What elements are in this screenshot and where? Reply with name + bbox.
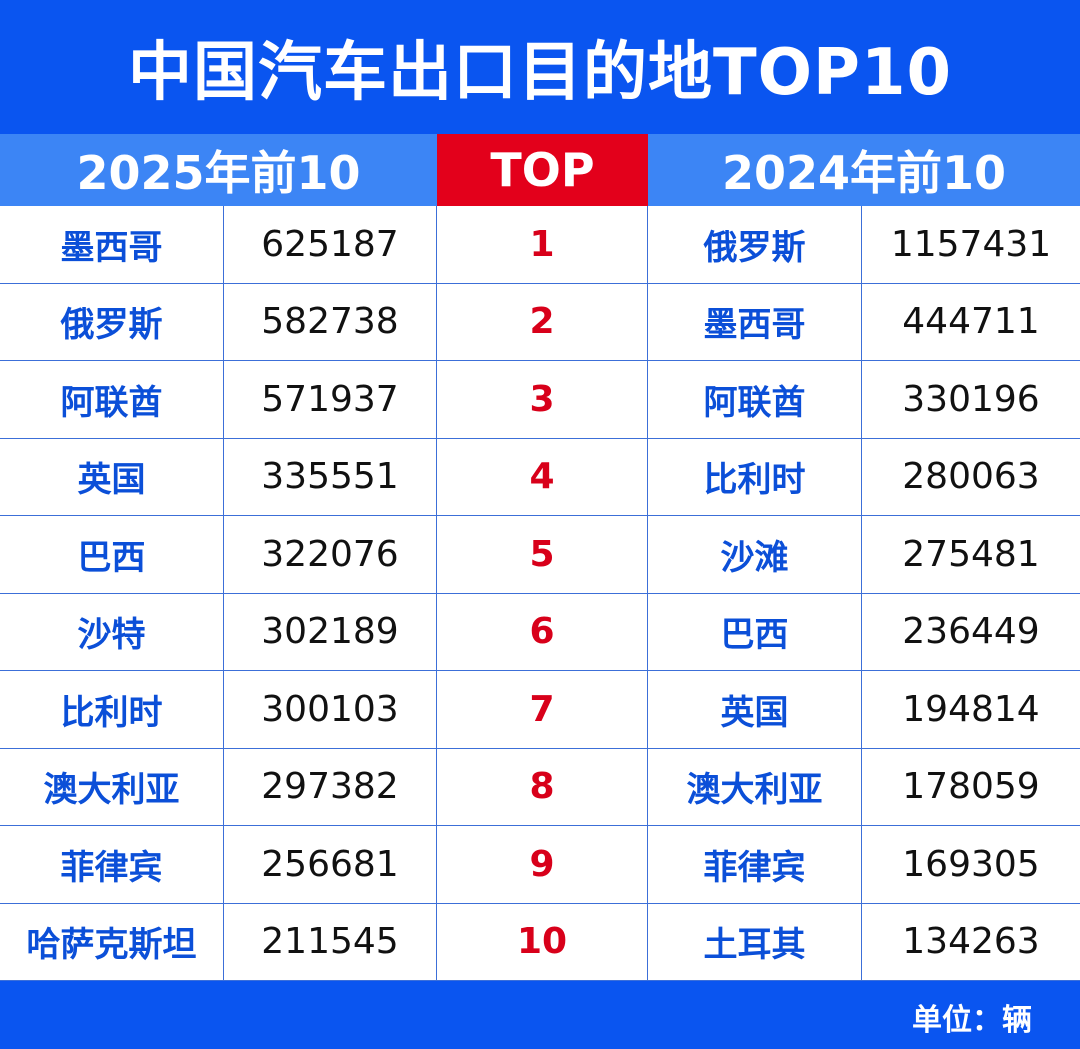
value-2025-cell: 582738 <box>224 283 437 360</box>
country-2024-cell: 菲律宾 <box>648 826 862 903</box>
country-2024-cell: 沙滩 <box>648 516 862 593</box>
value-2024-cell: 1157431 <box>890 223 1052 265</box>
country-2024-cell: 比利时 <box>648 438 862 515</box>
value-2024-cell: 444711 <box>902 301 1040 343</box>
value-2025-cell: 302189 <box>224 593 437 670</box>
value-2025-cell: 335551 <box>224 438 437 515</box>
value-2024-cell: 275481 <box>902 533 1040 575</box>
table-row: 比利时 300103 7 英国 194814 <box>0 671 1080 749</box>
country-2025-cell: 比利时 <box>0 671 224 748</box>
rank-cell: 8 <box>437 748 648 825</box>
table-row: 哈萨克斯坦 211545 10 土耳其 134263 <box>0 903 1080 981</box>
country-2025-cell: 澳大利亚 <box>0 748 224 825</box>
table-row: 英国 335551 4 比利时 280063 <box>0 438 1080 516</box>
value-2025-cell: 211545 <box>224 903 437 980</box>
rank-cell: 5 <box>437 516 648 593</box>
value-2025-cell: 297382 <box>224 748 437 825</box>
value-2024-cell: 134263 <box>902 921 1040 963</box>
header-2024: 2024年前10 <box>721 146 1007 200</box>
table-row: 沙特 302189 6 巴西 236449 <box>0 593 1080 671</box>
country-2024-cell: 阿联酋 <box>648 361 862 438</box>
country-2025-cell: 阿联酋 <box>0 361 224 438</box>
country-2024-cell: 俄罗斯 <box>648 206 862 283</box>
value-2024-cell: 236449 <box>902 611 1040 653</box>
country-2024-cell: 英国 <box>648 671 862 748</box>
rank-cell: 6 <box>437 593 648 670</box>
value-2024-cell: 194814 <box>902 688 1040 730</box>
value-2025-cell: 625187 <box>224 206 437 283</box>
header-2025: 2025年前10 <box>76 146 361 200</box>
country-2025-cell: 哈萨克斯坦 <box>0 903 224 980</box>
footer: 单位：辆 <box>0 981 1080 1049</box>
value-2024-cell: 280063 <box>902 456 1040 498</box>
table-row: 阿联酋 571937 3 阿联酋 330196 <box>0 361 1080 439</box>
country-2025-cell: 俄罗斯 <box>0 283 224 360</box>
table-row: 墨西哥 625187 1 俄罗斯 1157431 <box>0 206 1080 284</box>
table-row: 巴西 322076 5 沙滩 275481 <box>0 516 1080 594</box>
value-2025-cell: 256681 <box>224 826 437 903</box>
unit-label: 单位：辆 <box>912 1003 1032 1038</box>
rank-cell: 4 <box>437 438 648 515</box>
page-title: 中国汽车出口目的地TOP10 <box>127 36 953 110</box>
country-2024-cell: 巴西 <box>648 593 862 670</box>
country-2025-cell: 巴西 <box>0 516 224 593</box>
rank-cell: 7 <box>437 671 648 748</box>
value-2024-cell: 169305 <box>902 843 1040 885</box>
table-row: 俄罗斯 582738 2 墨西哥 444711 <box>0 283 1080 361</box>
value-2025-cell: 571937 <box>224 361 437 438</box>
country-2025-cell: 沙特 <box>0 593 224 670</box>
rank-cell: 1 <box>437 206 648 283</box>
value-2024-cell: 178059 <box>902 766 1040 808</box>
country-2025-cell: 菲律宾 <box>0 826 224 903</box>
country-2024-cell: 澳大利亚 <box>648 748 862 825</box>
country-2024-cell: 土耳其 <box>648 903 862 980</box>
rank-cell: 10 <box>437 903 648 980</box>
value-2024-cell: 330196 <box>902 378 1040 420</box>
table-row: 菲律宾 256681 9 菲律宾 169305 <box>0 826 1080 904</box>
country-2025-cell: 英国 <box>0 438 224 515</box>
value-2025-cell: 322076 <box>224 516 437 593</box>
rank-cell: 3 <box>437 361 648 438</box>
header-top: TOP <box>437 134 648 206</box>
rank-cell: 2 <box>437 283 648 360</box>
rank-cell: 9 <box>437 826 648 903</box>
ranking-table: 墨西哥 625187 1 俄罗斯 1157431 俄罗斯 582738 2 墨西哥 444711 阿… <box>0 206 1080 981</box>
value-2025-cell: 300103 <box>224 671 437 748</box>
table-row: 澳大利亚 297382 8 澳大利亚 178059 <box>0 748 1080 826</box>
table-header: 2025年前10 TOP 2024年前10 <box>0 134 1080 206</box>
country-2025-cell: 墨西哥 <box>0 206 224 283</box>
country-2024-cell: 墨西哥 <box>648 283 862 360</box>
